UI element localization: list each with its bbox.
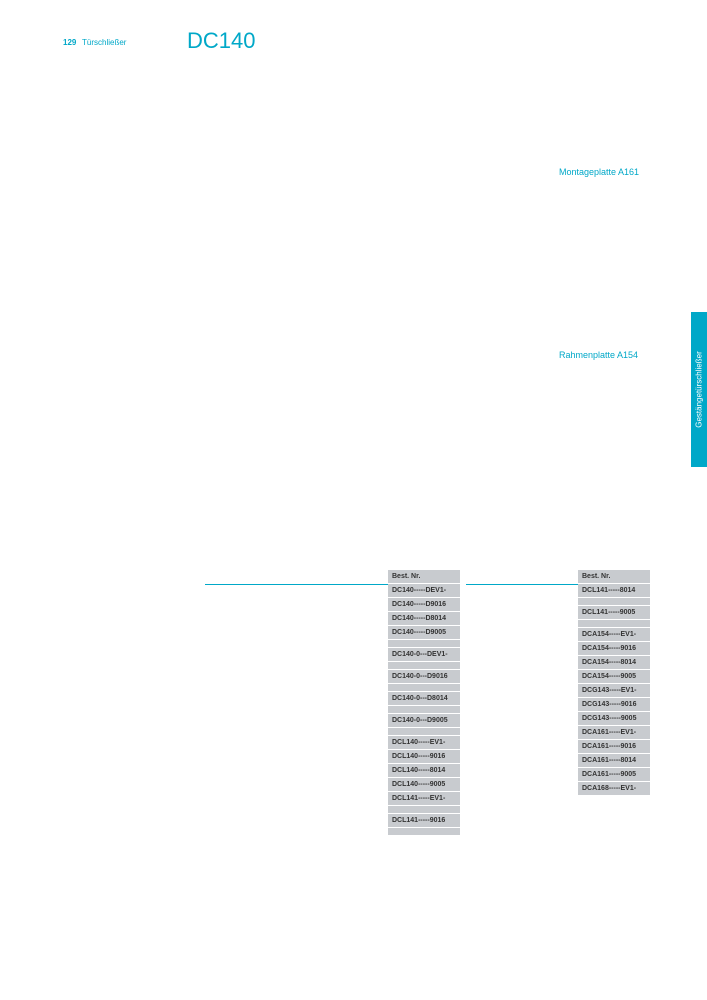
frame-plate-heading: Rahmenplatte A154 <box>559 350 638 360</box>
table-row: DCA154-----EV1- <box>578 628 650 642</box>
table-row: DCL141-----9005 <box>578 606 650 620</box>
table-gap <box>388 706 460 714</box>
table-gap <box>388 828 460 836</box>
table-row: DCL140-----9016 <box>388 750 460 764</box>
table-row: DC140-0---DEV1- <box>388 648 460 662</box>
table-row: DCG143-----9016 <box>578 698 650 712</box>
table-row: DCA161-----9005 <box>578 768 650 782</box>
table-row: DCL140-----9005 <box>388 778 460 792</box>
table-row: DC140-----D8014 <box>388 612 460 626</box>
side-tab-label: Gestängetürschließer <box>695 351 704 427</box>
table-row: DC140-0---D8014 <box>388 692 460 706</box>
table-row: DCG143-----EV1- <box>578 684 650 698</box>
table-divider-right <box>466 584 578 585</box>
table-row: DCL140-----8014 <box>388 764 460 778</box>
table-row: DCA161-----9016 <box>578 740 650 754</box>
table-row: DC140-----D9005 <box>388 626 460 640</box>
table-row: DCG143-----9005 <box>578 712 650 726</box>
category-label: Türschließer <box>82 38 126 47</box>
table-gap <box>388 806 460 814</box>
table-row: DCL141-----EV1- <box>388 792 460 806</box>
table-header: Best. Nr. <box>388 570 460 584</box>
table-row: DCL141-----9016 <box>388 814 460 828</box>
table-gap <box>388 640 460 648</box>
table-row: DCA154-----8014 <box>578 656 650 670</box>
table-row: DC140-----D9016 <box>388 598 460 612</box>
table-row: DC140-0---D9016 <box>388 670 460 684</box>
table-row: DCA168-----EV1- <box>578 782 650 796</box>
table-row: DC140-0---D9005 <box>388 714 460 728</box>
order-table-right: Best. Nr. DCL141-----8014 DCL141-----900… <box>578 570 650 796</box>
table-row: DCA161-----EV1- <box>578 726 650 740</box>
table-row: DCL140-----EV1- <box>388 736 460 750</box>
page-number: 129 <box>63 38 76 47</box>
order-table-left: Best. Nr. DC140-----DEV1- DC140-----D901… <box>388 570 460 836</box>
table-gap <box>388 684 460 692</box>
table-gap <box>388 662 460 670</box>
table-gap <box>578 598 650 606</box>
product-title: DC140 <box>187 28 255 54</box>
table-row: DCA161-----8014 <box>578 754 650 768</box>
table-header: Best. Nr. <box>578 570 650 584</box>
table-gap <box>388 728 460 736</box>
mounting-plate-heading: Montageplatte A161 <box>559 167 639 177</box>
table-row: DC140-----DEV1- <box>388 584 460 598</box>
table-gap <box>578 620 650 628</box>
table-row: DCA154-----9005 <box>578 670 650 684</box>
table-row: DCA154-----9016 <box>578 642 650 656</box>
side-tab: Gestängetürschließer <box>691 312 707 467</box>
table-row: DCL141-----8014 <box>578 584 650 598</box>
table-divider-left <box>205 584 388 585</box>
